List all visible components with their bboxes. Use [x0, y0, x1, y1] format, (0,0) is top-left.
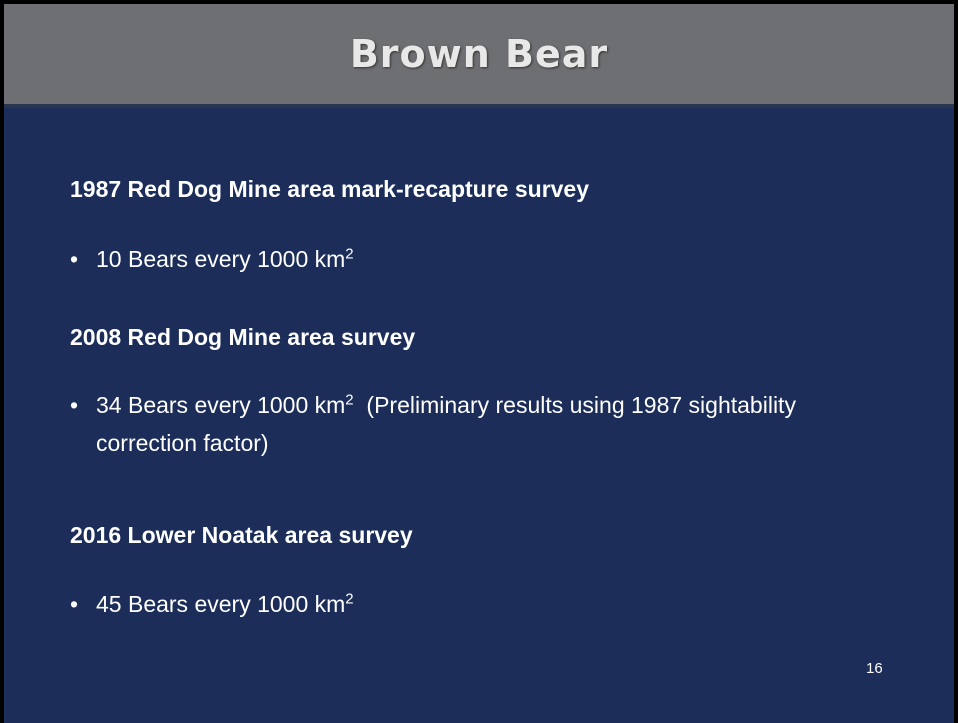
bullet: • 45 Bears every 1000 km2	[70, 585, 896, 623]
bullet-text: (Preliminary results using 1987 sightabi…	[96, 392, 796, 456]
slide: Brown Bear 1987 Red Dog Mine area mark-r…	[4, 4, 954, 723]
bullet-dot: •	[70, 246, 79, 272]
superscript: 2	[345, 391, 354, 409]
superscript: 2	[345, 245, 354, 263]
bullet: • 34 Bears every 1000 km2 (Preliminary re…	[70, 386, 856, 462]
bullet-text: 45 Bears every 1000 km	[96, 591, 346, 617]
bullet-text: 34 Bears every 1000 km	[96, 392, 346, 418]
section-heading: 1987 Red Dog Mine area mark-recapture su…	[70, 176, 590, 202]
title: Brown Bear	[349, 32, 609, 76]
bullet-dot: •	[70, 392, 79, 418]
header: Brown Bear	[4, 4, 954, 108]
bullet-dot: •	[70, 591, 79, 617]
section-heading: 2016 Lower Noatak area survey	[70, 522, 413, 548]
superscript: 2	[345, 590, 354, 608]
section-heading: 2008 Red Dog Mine area survey	[70, 324, 416, 350]
bullet: • 10 Bears every 1000 km2	[70, 240, 896, 278]
bullet-text: 10 Bears every 1000 km	[96, 246, 346, 272]
page-number: 16	[866, 660, 883, 677]
